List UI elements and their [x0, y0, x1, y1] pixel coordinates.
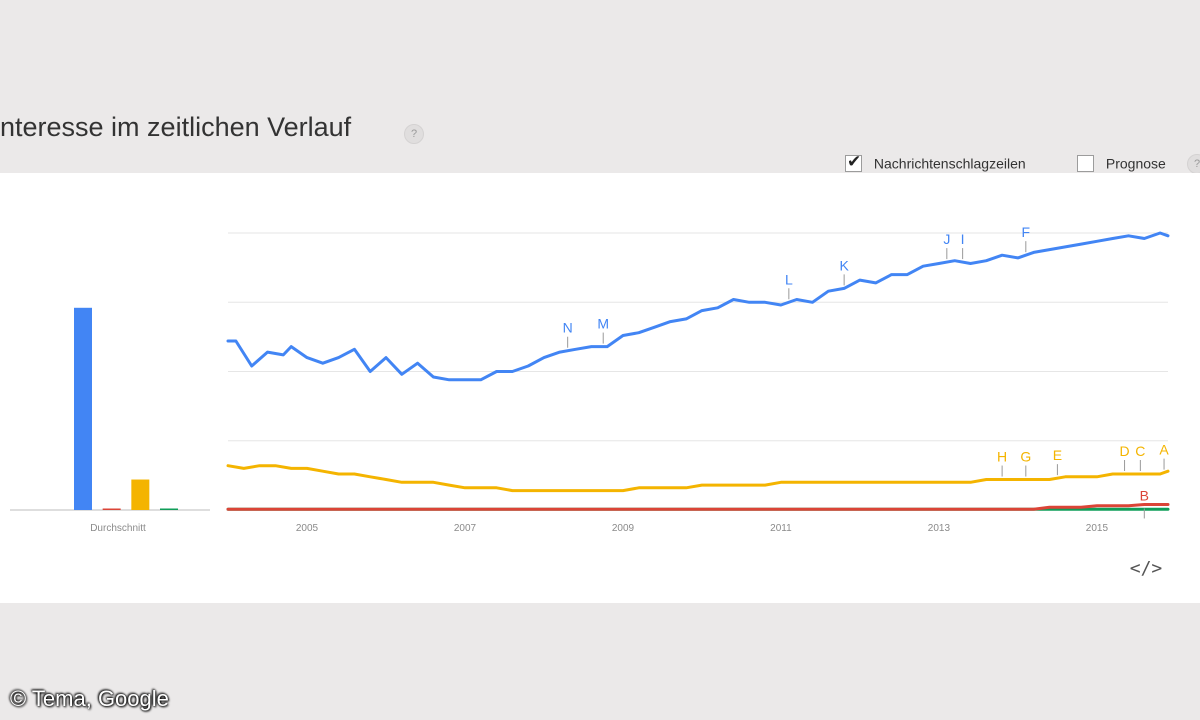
x-tick-label: 2013: [928, 523, 951, 534]
x-tick-label: 2015: [1086, 523, 1109, 534]
annotation-label: B: [1140, 487, 1149, 503]
annotation-label: G: [1020, 449, 1031, 465]
annotation-label: K: [839, 257, 849, 273]
average-bar-yellow: [131, 479, 150, 510]
section-title: nteresse im zeitlichen Verlauf: [0, 112, 352, 142]
series-line-yellow: [226, 464, 1170, 493]
interest-over-time-chart: Durchschnitt 2005 2007 2009 2011 2013 2015 N M L K…: [10, 224, 1170, 534]
annotation-label: N: [563, 320, 573, 336]
annotation-label: D: [1119, 443, 1129, 459]
annotation-label: L: [785, 271, 793, 287]
forecast-option[interactable]: Prognose: [1077, 154, 1166, 174]
x-tick-label: 2007: [454, 523, 477, 534]
news-headlines-checkbox[interactable]: ✔: [845, 151, 862, 172]
series-line-blue: [226, 231, 1170, 382]
annotation-label: M: [597, 316, 609, 332]
embed-code-icon[interactable]: </>: [1129, 558, 1163, 579]
annotation-label: I: [961, 231, 965, 247]
average-bar-red: [102, 508, 121, 510]
help-icon[interactable]: ?: [404, 124, 424, 144]
average-bar-blue: [74, 307, 92, 510]
average-label: Durchschnitt: [90, 523, 146, 534]
forecast-checkbox[interactable]: [1077, 154, 1094, 172]
x-tick-label: 2009: [612, 523, 635, 534]
chart-panel: Durchschnitt 2005 2007 2009 2011 2013 2015 N M L K…: [0, 173, 1200, 603]
annotation-label: F: [1022, 224, 1031, 240]
forecast-help-icon[interactable]: ?: [1187, 154, 1200, 174]
series-line-red: [226, 503, 1170, 511]
annotation-label: C: [1135, 443, 1145, 459]
news-headlines-option[interactable]: ✔ Nachrichtenschlagzeilen: [845, 151, 1026, 174]
news-headlines-label: Nachrichtenschlagzeilen: [873, 155, 1026, 172]
annotation-label: H: [997, 449, 1007, 465]
x-tick-label: 2011: [770, 523, 792, 534]
image-credit: © Tema, Google: [10, 686, 169, 711]
annotation-label: A: [1159, 442, 1169, 458]
annotation-label: E: [1053, 447, 1062, 463]
forecast-label: Prognose: [1105, 155, 1166, 172]
checkmark-icon: ✔: [847, 151, 862, 171]
x-tick-label: 2005: [296, 523, 319, 534]
annotation-label: J: [943, 231, 950, 247]
average-bar-green: [160, 508, 178, 510]
